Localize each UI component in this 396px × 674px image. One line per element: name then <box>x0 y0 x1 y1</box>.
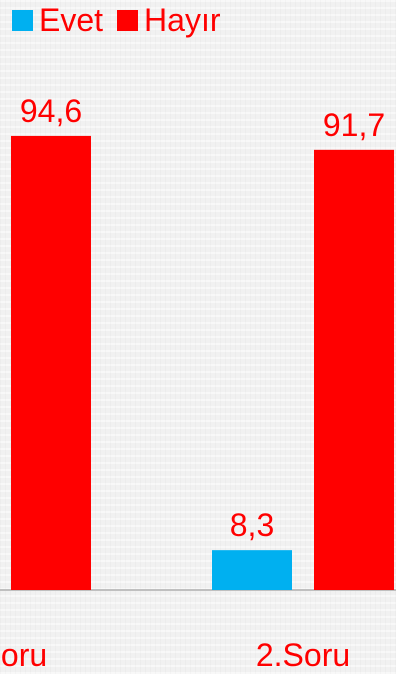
legend-item-evet: Evet <box>12 0 103 40</box>
bar-evet-2 <box>212 550 292 590</box>
category-label-1: 1.Soru <box>0 637 47 673</box>
bar-hayir-2 <box>314 149 394 590</box>
legend-swatch-hayir <box>117 9 139 31</box>
data-label-evet-2: 8,3 <box>230 507 274 543</box>
data-label-hayir-2: 91,7 <box>323 107 385 143</box>
legend-item-hayir: Hayır <box>117 0 220 40</box>
legend-swatch-evet <box>12 9 33 31</box>
chart-legend: Evet Hayır <box>12 0 234 40</box>
legend-label-evet: Evet <box>39 2 104 38</box>
bar-hayir-1 <box>11 135 91 591</box>
category-label-2: 2.Soru <box>256 637 350 673</box>
data-label-hayir-1: 94,6 <box>20 93 82 129</box>
legend-label-hayir: Hayır <box>144 2 221 38</box>
